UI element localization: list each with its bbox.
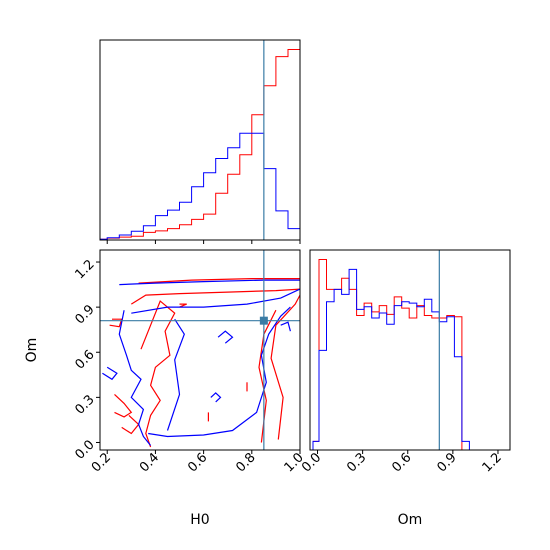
h0-hist-blue-series [100,132,300,240]
joint-contour-red [114,393,133,418]
joint-contour-blue [119,279,300,286]
joint-contour-blue [131,288,300,314]
om-marginal-x-tick-label: 1.2 [480,450,505,475]
h0-marginal-frame [99,39,301,241]
joint-x-tick-label: 0.2 [89,450,114,475]
om-marginal-x-tick-label: 0.0 [299,450,324,475]
joint-y-axis-label: Om [24,338,40,363]
joint-frame [99,249,301,451]
joint-contour-blue [280,321,291,332]
om-marginal-frame [309,249,511,451]
joint-y-tick-label: 0.6 [72,347,97,372]
joint-y-tick-label: 0.9 [72,302,97,327]
h0-hist-red-series [100,49,300,240]
joint-contour-blue [102,366,118,381]
h0-marginal-panel [99,39,301,244]
joint-x-tick-label: 0.6 [185,450,210,475]
om-hist-blue-series [312,268,477,450]
h0-hist-area [100,49,300,240]
om-marginal-x-tick-label: 0.6 [389,450,414,475]
joint-contour-red [121,414,140,435]
om-marginal-x-tick-label: 0.9 [434,450,459,475]
om-x-axis-label: Om [398,512,423,528]
joint-contour-area [102,278,300,448]
joint-contour-red [179,303,187,308]
joint-x-axis-label: H0 [190,512,209,528]
joint-contour-blue [217,330,234,344]
joint-y-tick-label: 1.2 [72,257,97,282]
om-marginal-panel: 0.0 0.3 0.6 0.9 1.2 Om [299,249,511,528]
joint-contour-blue [210,392,222,403]
joint-contour-red [140,300,176,448]
joint-contour-red [130,288,300,305]
joint-contour-red [258,309,277,443]
joint-contour-red [109,318,123,328]
joint-contour-blue [118,310,152,446]
om-hist-area [312,259,477,450]
joint-x-tick-label: 0.4 [137,450,162,475]
joint-y-tick-label: 0.3 [72,392,97,417]
om-marginal-x-tick-label: 0.3 [344,450,369,475]
joint-contour-red [138,278,300,284]
joint-contour-blue [148,306,291,438]
joint-truth-marker [259,316,268,325]
om-hist-red-series [312,259,470,450]
joint-contour-blue [166,318,185,431]
joint-contour-red [270,294,300,440]
joint-x-tick-label: 0.8 [233,450,258,475]
